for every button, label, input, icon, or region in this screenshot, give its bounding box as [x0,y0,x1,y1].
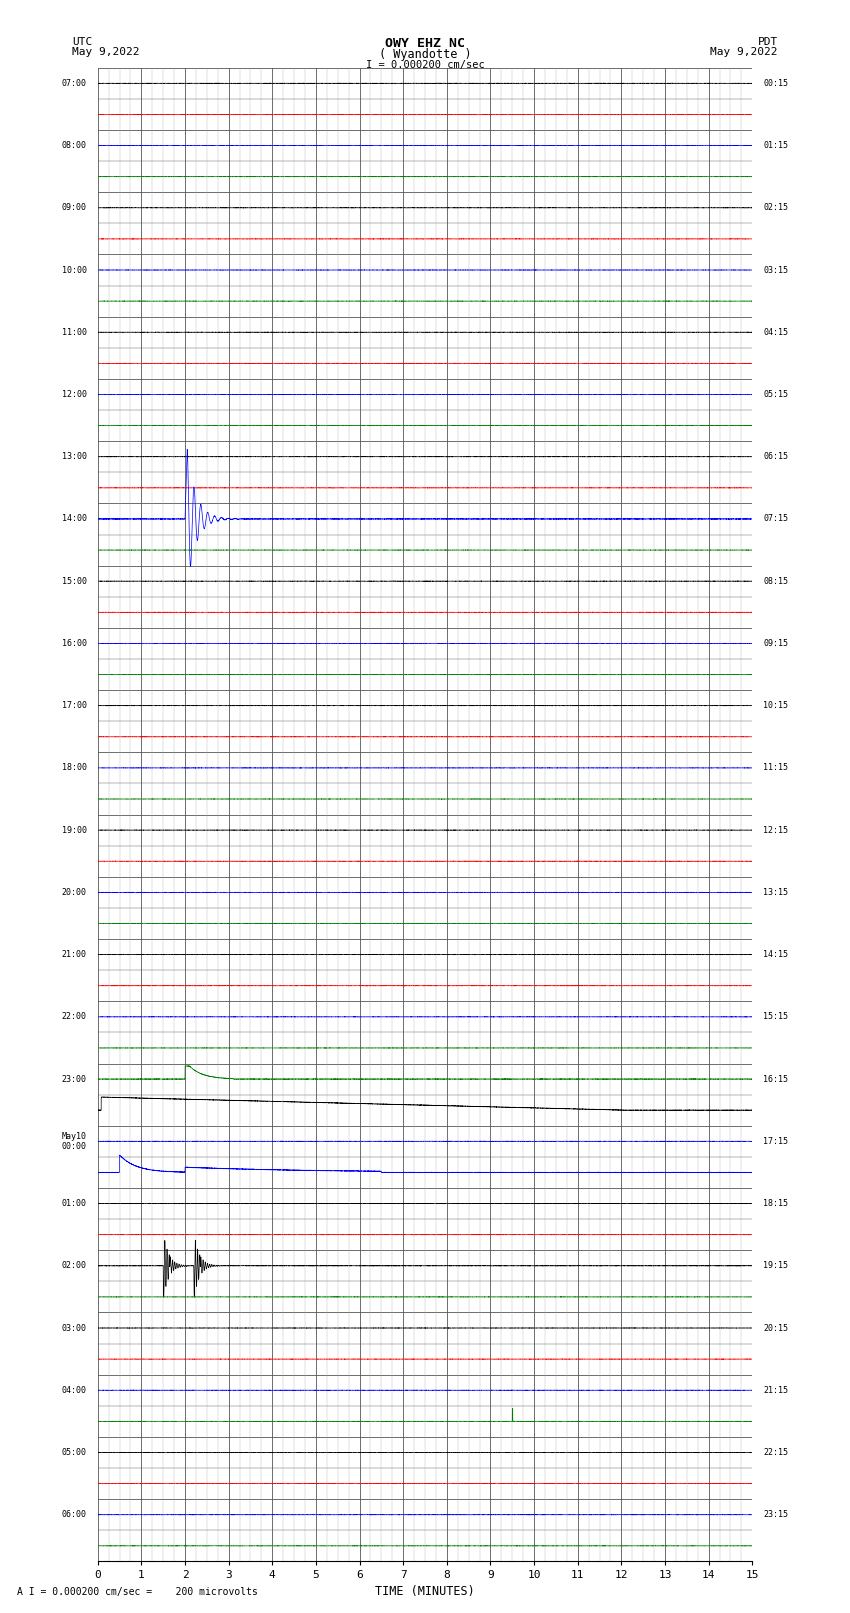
Text: 10:15: 10:15 [763,702,788,710]
Text: 11:00: 11:00 [62,327,87,337]
Text: 01:15: 01:15 [763,140,788,150]
Text: ( Wyandotte ): ( Wyandotte ) [379,48,471,61]
Text: 05:15: 05:15 [763,390,788,398]
Text: 10:00: 10:00 [62,266,87,274]
Text: 18:00: 18:00 [62,763,87,773]
Text: 02:00: 02:00 [62,1261,87,1271]
Text: 15:00: 15:00 [62,577,87,586]
Text: 17:15: 17:15 [763,1137,788,1145]
Text: 21:15: 21:15 [763,1386,788,1395]
Text: 13:15: 13:15 [763,887,788,897]
Text: 00:15: 00:15 [763,79,788,87]
Text: May10
00:00: May10 00:00 [62,1132,87,1152]
Text: 05:00: 05:00 [62,1448,87,1457]
Text: 07:00: 07:00 [62,79,87,87]
Text: 23:00: 23:00 [62,1074,87,1084]
Text: 12:00: 12:00 [62,390,87,398]
Text: I = 0.000200 cm/sec: I = 0.000200 cm/sec [366,60,484,69]
Text: 15:15: 15:15 [763,1013,788,1021]
Text: PDT: PDT [757,37,778,47]
Text: 09:00: 09:00 [62,203,87,213]
Text: 14:15: 14:15 [763,950,788,960]
Text: 18:15: 18:15 [763,1198,788,1208]
Text: 17:00: 17:00 [62,702,87,710]
Text: 16:00: 16:00 [62,639,87,648]
Text: UTC: UTC [72,37,93,47]
Text: 19:00: 19:00 [62,826,87,834]
Text: 08:00: 08:00 [62,140,87,150]
Text: 04:15: 04:15 [763,327,788,337]
Text: 08:15: 08:15 [763,577,788,586]
Text: 03:00: 03:00 [62,1324,87,1332]
Text: 22:15: 22:15 [763,1448,788,1457]
Text: 20:00: 20:00 [62,887,87,897]
Text: May 9,2022: May 9,2022 [711,47,778,56]
Text: 01:00: 01:00 [62,1198,87,1208]
Text: OWY EHZ NC: OWY EHZ NC [385,37,465,50]
Text: A I = 0.000200 cm/sec =    200 microvolts: A I = 0.000200 cm/sec = 200 microvolts [17,1587,258,1597]
Text: 02:15: 02:15 [763,203,788,213]
Text: 04:00: 04:00 [62,1386,87,1395]
Text: 06:00: 06:00 [62,1510,87,1519]
Text: 14:00: 14:00 [62,515,87,524]
Text: 13:00: 13:00 [62,452,87,461]
Text: 19:15: 19:15 [763,1261,788,1271]
Text: 21:00: 21:00 [62,950,87,960]
Text: 22:00: 22:00 [62,1013,87,1021]
Text: 23:15: 23:15 [763,1510,788,1519]
Text: 11:15: 11:15 [763,763,788,773]
Text: 12:15: 12:15 [763,826,788,834]
Text: 03:15: 03:15 [763,266,788,274]
X-axis label: TIME (MINUTES): TIME (MINUTES) [375,1584,475,1597]
Text: 09:15: 09:15 [763,639,788,648]
Text: 16:15: 16:15 [763,1074,788,1084]
Text: 07:15: 07:15 [763,515,788,524]
Text: 20:15: 20:15 [763,1324,788,1332]
Text: 06:15: 06:15 [763,452,788,461]
Text: May 9,2022: May 9,2022 [72,47,139,56]
